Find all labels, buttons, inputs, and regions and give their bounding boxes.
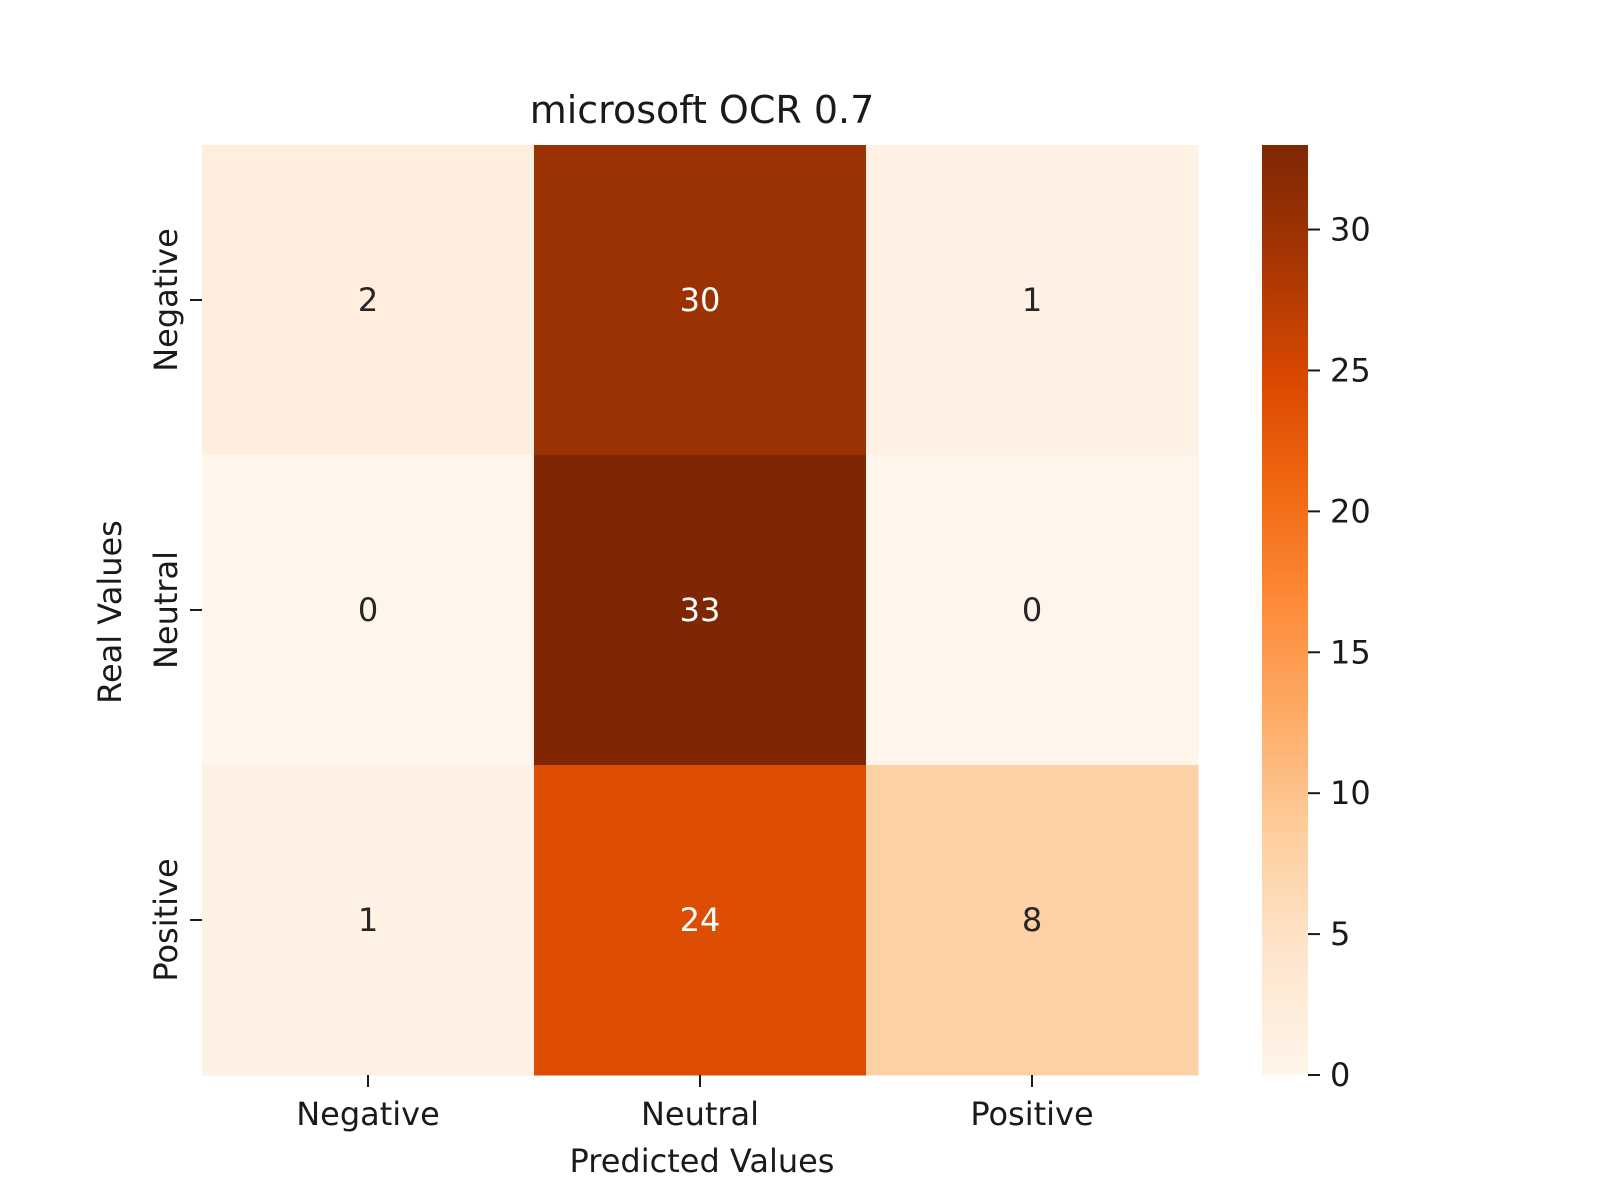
- heatmap-cell: [866, 455, 1199, 766]
- heatmap-cells: 2 30 1 0 33 0 1 24 8: [202, 145, 1199, 1076]
- colorbar-ticks: 0 5 10 15 20 25 30: [1308, 211, 1371, 1094]
- cell-value-label: 8: [1022, 901, 1042, 939]
- colorbar-tick-label: 15: [1330, 633, 1371, 671]
- cell-value-label: 2: [358, 281, 378, 319]
- x-axis-ticks: Negative Neutral Positive: [296, 1075, 1094, 1133]
- colorbar-tick-label: 20: [1330, 492, 1371, 530]
- colorbar: [1262, 145, 1308, 1075]
- heatmap-cell: [534, 455, 867, 766]
- cell-value-label: 0: [358, 591, 378, 629]
- colorbar-tick-label: 25: [1330, 351, 1371, 389]
- y-tick-label: Neutral: [147, 551, 185, 669]
- x-tick-label: Neutral: [641, 1095, 759, 1133]
- cell-value-label: 33: [680, 591, 721, 629]
- x-tick-label: Positive: [970, 1095, 1093, 1133]
- colorbar-tick-label: 10: [1330, 774, 1371, 812]
- y-axis-ticks: Negative Neutral Positive: [147, 228, 202, 982]
- y-tick-label: Negative: [147, 228, 185, 372]
- heatmap-cell: [534, 765, 867, 1076]
- chart-title: microsoft OCR 0.7: [530, 88, 875, 132]
- cell-value-label: 24: [680, 901, 721, 939]
- cell-value-label: 1: [1022, 281, 1042, 319]
- heatmap-cell: [202, 455, 535, 766]
- cell-value-label: 0: [1022, 591, 1042, 629]
- cell-value-label: 1: [358, 901, 378, 939]
- cell-value-label: 30: [680, 281, 721, 319]
- x-tick-label: Negative: [296, 1095, 440, 1133]
- y-axis-label: Real Values: [91, 520, 129, 704]
- heatmap-cell: [866, 145, 1199, 456]
- x-axis-label: Predicted Values: [570, 1142, 835, 1180]
- heatmap-cell: [202, 145, 535, 456]
- colorbar-tick-label: 30: [1330, 211, 1371, 249]
- heatmap-cell: [202, 765, 535, 1076]
- heatmap-cell: [534, 145, 867, 456]
- colorbar-tick-label: 5: [1330, 915, 1350, 953]
- heatmap-cell: [866, 765, 1199, 1076]
- colorbar-tick-label: 0: [1330, 1056, 1350, 1094]
- y-tick-label: Positive: [147, 858, 185, 981]
